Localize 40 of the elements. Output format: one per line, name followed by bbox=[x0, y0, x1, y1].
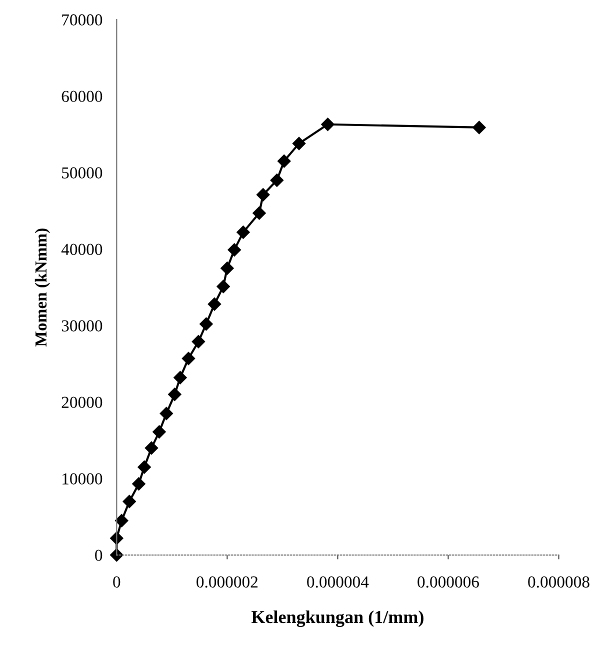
y-tick-label: 20000 bbox=[62, 396, 102, 408]
point bbox=[200, 317, 213, 331]
y-tick-label: 40000 bbox=[61, 244, 102, 256]
x-tick-label: 0.000004 bbox=[307, 576, 369, 588]
point bbox=[138, 460, 151, 474]
point bbox=[132, 477, 146, 490]
point bbox=[321, 118, 334, 131]
y-tick-label: 50000 bbox=[62, 167, 102, 179]
point bbox=[256, 188, 270, 202]
point bbox=[292, 136, 306, 150]
point bbox=[208, 298, 222, 311]
y-tick-label: 10000 bbox=[62, 473, 102, 484]
point bbox=[122, 494, 136, 508]
point bbox=[216, 280, 230, 294]
point bbox=[110, 548, 124, 562]
point bbox=[220, 262, 234, 275]
point bbox=[252, 206, 266, 220]
point bbox=[115, 514, 128, 528]
y-tick-label: 60000 bbox=[62, 90, 102, 102]
point bbox=[168, 388, 182, 401]
point bbox=[160, 406, 173, 420]
point bbox=[144, 441, 158, 455]
point bbox=[472, 120, 486, 134]
y-axis-title: Momen (kNmm) bbox=[34, 228, 50, 347]
point bbox=[228, 243, 241, 256]
x-tick-label: 0.000006 bbox=[418, 576, 479, 588]
point bbox=[174, 370, 187, 384]
y-tick-label: 30000 bbox=[62, 320, 102, 332]
point bbox=[278, 154, 291, 168]
x-axis-title: Kelengkungan (1/mm) bbox=[251, 610, 424, 627]
point bbox=[236, 226, 250, 239]
x-tick-label: 0.000008 bbox=[528, 576, 590, 588]
point bbox=[182, 352, 196, 366]
point bbox=[270, 174, 284, 187]
x-tick-label: 0 bbox=[113, 576, 120, 588]
y-tick-label: 70000 bbox=[62, 14, 102, 26]
x-tick-label: 0.000002 bbox=[196, 576, 258, 588]
y-tick-label: 0 bbox=[95, 550, 102, 561]
point bbox=[192, 335, 206, 348]
point bbox=[152, 425, 166, 438]
